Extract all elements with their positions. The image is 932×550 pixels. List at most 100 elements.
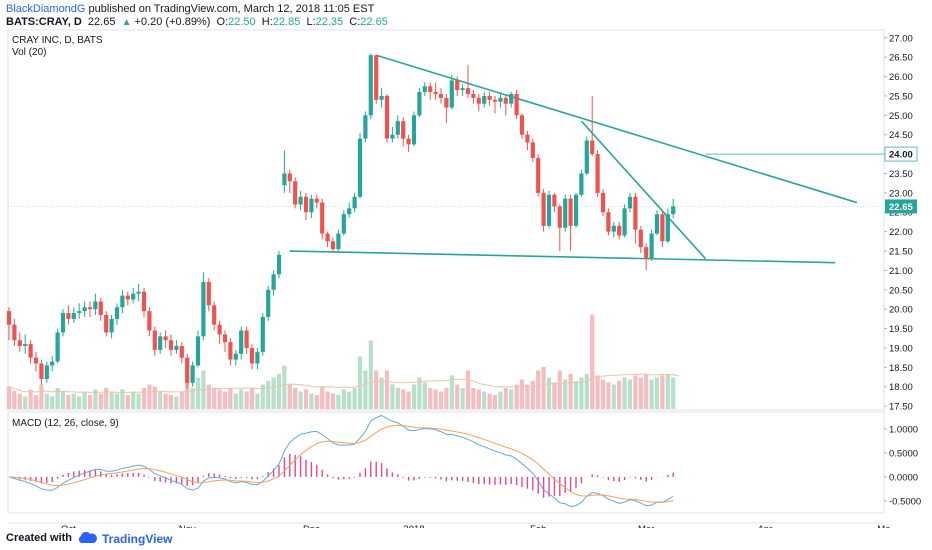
volume-bar (600, 379, 606, 409)
volume-bar (50, 396, 55, 409)
price-chart[interactable]: 27.00 26.50 26.00 25.50 25.00 24.50 24.00 23.50… (0, 28, 932, 528)
candle-body (584, 140, 589, 174)
volume-bar (179, 391, 184, 409)
macd-line (8, 414, 674, 508)
candle-body (131, 293, 136, 300)
volume-bar (303, 389, 309, 409)
volume-bar (654, 377, 660, 409)
volume-bar (503, 388, 508, 409)
candle-body (492, 99, 498, 102)
volume-bar (255, 393, 260, 409)
candle-body (77, 311, 82, 314)
volume-bar (563, 379, 568, 409)
low-label: L: (306, 16, 316, 28)
candle-body (649, 233, 654, 259)
volume-bar (282, 365, 287, 409)
tradingview-brand[interactable]: TradingView (102, 532, 173, 546)
last-price-label: 22.65 (889, 202, 913, 213)
candle-body (411, 115, 417, 145)
trendline (375, 54, 858, 204)
candle-body (249, 347, 255, 364)
volume-bar (352, 388, 357, 409)
author-link[interactable]: BlackDiamondG (6, 3, 86, 15)
candle-body (519, 115, 525, 135)
candle-body (347, 208, 352, 215)
volume-bar (438, 391, 444, 409)
volume-bar (530, 381, 535, 409)
publish-info: published on TradingView.com, March 12, … (88, 3, 375, 15)
volume-bar (293, 388, 298, 409)
candle-body (557, 206, 562, 228)
candle-body (6, 311, 12, 325)
candle-body (55, 332, 60, 362)
candle-body (379, 95, 384, 100)
candle-body (147, 311, 152, 331)
candle-body (471, 93, 476, 98)
volume-bar (573, 381, 579, 409)
volume-bar (374, 370, 379, 409)
price-tick-label: 18.00 (889, 382, 913, 393)
candle-body (665, 214, 670, 242)
volume-bar (325, 391, 330, 409)
candle-body (536, 157, 541, 193)
volume-bar (212, 388, 217, 409)
volume-bar (411, 384, 417, 409)
volume-bar (590, 314, 595, 409)
volume-bar (136, 393, 141, 409)
candle-body (217, 324, 222, 335)
candle-body (287, 173, 292, 182)
candle-body (114, 307, 120, 319)
time-tick-label: Apr (758, 524, 773, 528)
candle-body (12, 324, 17, 341)
low-value: 22.35 (315, 16, 344, 28)
footer: Created with TradingView (0, 528, 932, 550)
candle-body (206, 282, 211, 306)
candle-body (255, 351, 260, 364)
candle-body (600, 192, 606, 213)
open-label: O: (216, 16, 229, 28)
candle-body (460, 88, 465, 91)
volume-bar (330, 393, 336, 409)
volume-bar (82, 391, 87, 409)
trendlines (8, 54, 884, 264)
candle-body (222, 334, 228, 343)
hline-price-label: 24.00 (889, 150, 913, 161)
candle-body (438, 93, 444, 98)
volume-bar (228, 388, 233, 409)
volume-bar (314, 395, 319, 409)
volume-bar (147, 384, 152, 409)
price-tick-label: 23.00 (889, 188, 913, 199)
volume-bar (239, 389, 244, 409)
candle-body (320, 202, 325, 234)
candle-body (50, 361, 55, 366)
candle-body (563, 198, 568, 228)
volume-bar (357, 356, 363, 409)
candle-body (568, 198, 573, 226)
candle-body (293, 181, 298, 205)
volume-bar (363, 370, 368, 409)
candle-body (595, 154, 600, 193)
candle-body (476, 97, 481, 104)
volume-bar (206, 384, 211, 409)
candle-body (622, 208, 627, 236)
hline-price-box (884, 146, 918, 162)
chart-frame (7, 29, 885, 524)
macd-tick-label: 0.5000 (889, 448, 918, 459)
volume-bar (644, 374, 649, 409)
volume-bar (341, 389, 346, 409)
candle-body (179, 346, 184, 358)
volume-bar (498, 391, 503, 409)
candle-body (509, 93, 514, 104)
volume-bar (487, 393, 492, 409)
candle-body (395, 121, 400, 135)
candle-body (627, 196, 633, 209)
price-tick-label: 25.50 (889, 91, 913, 102)
volume-bar (519, 379, 525, 409)
candle-body (422, 86, 427, 93)
volume-bar (249, 388, 255, 409)
volume-bar (309, 393, 314, 409)
price-tick-label: 26.50 (889, 53, 913, 64)
volume-bar (444, 388, 449, 409)
candle-body (325, 233, 330, 242)
volume-bar (417, 377, 422, 409)
